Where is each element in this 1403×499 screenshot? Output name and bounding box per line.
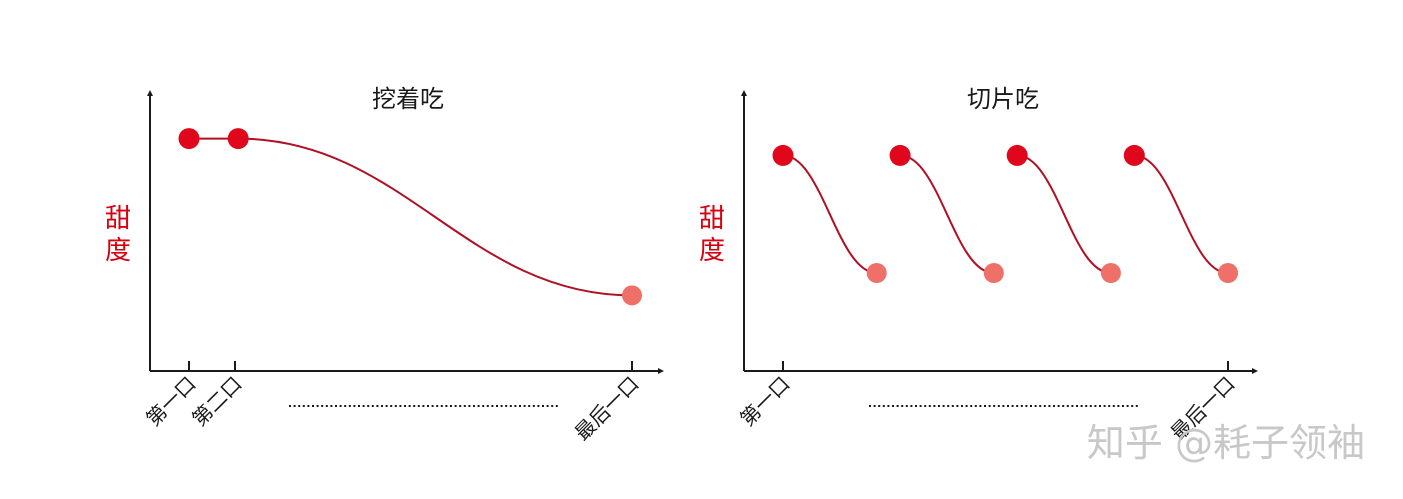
- series-line: [900, 154, 994, 274]
- data-point-sweet: [227, 128, 249, 150]
- series-line: [1134, 154, 1229, 274]
- series-line: [782, 154, 877, 274]
- y-axis-label-char: 度: [105, 236, 131, 266]
- x-tick-label: 第二口: [187, 372, 246, 431]
- plot-area: [178, 128, 642, 306]
- series-line: [1017, 154, 1111, 274]
- series-line: [189, 137, 633, 297]
- data-point-bland: [866, 263, 887, 283]
- y-axis-label-char: 度: [699, 236, 725, 266]
- chart-slice-eating: 切片吃 甜 度 第一口 最后一口: [699, 85, 1258, 445]
- data-point-bland: [1218, 263, 1238, 283]
- data-point-sweet: [1006, 144, 1028, 166]
- data-point-bland: [1100, 263, 1121, 283]
- x-tick-label: 第一口: [141, 372, 200, 431]
- data-point-bland: [622, 285, 642, 306]
- chart-title: 挖着吃: [372, 85, 444, 113]
- data-point-sweet: [1123, 144, 1145, 166]
- data-point-sweet: [889, 144, 911, 166]
- y-axis-label-char: 甜: [105, 204, 131, 234]
- x-tick-label: 第一口: [735, 372, 794, 431]
- x-tick-label: 最后一口: [570, 372, 644, 446]
- data-point-sweet: [772, 144, 794, 166]
- data-point-sweet: [178, 128, 200, 150]
- data-point-bland: [983, 263, 1004, 283]
- watermark: 知乎 @耗子领袖: [1087, 421, 1365, 465]
- y-axis-label-char: 甜: [699, 204, 725, 234]
- chart-title: 切片吃: [967, 85, 1039, 113]
- plot-area: [772, 144, 1238, 283]
- chart-dig-eating: 挖着吃 甜 度 第一口 第二口 最后一口: [105, 85, 664, 446]
